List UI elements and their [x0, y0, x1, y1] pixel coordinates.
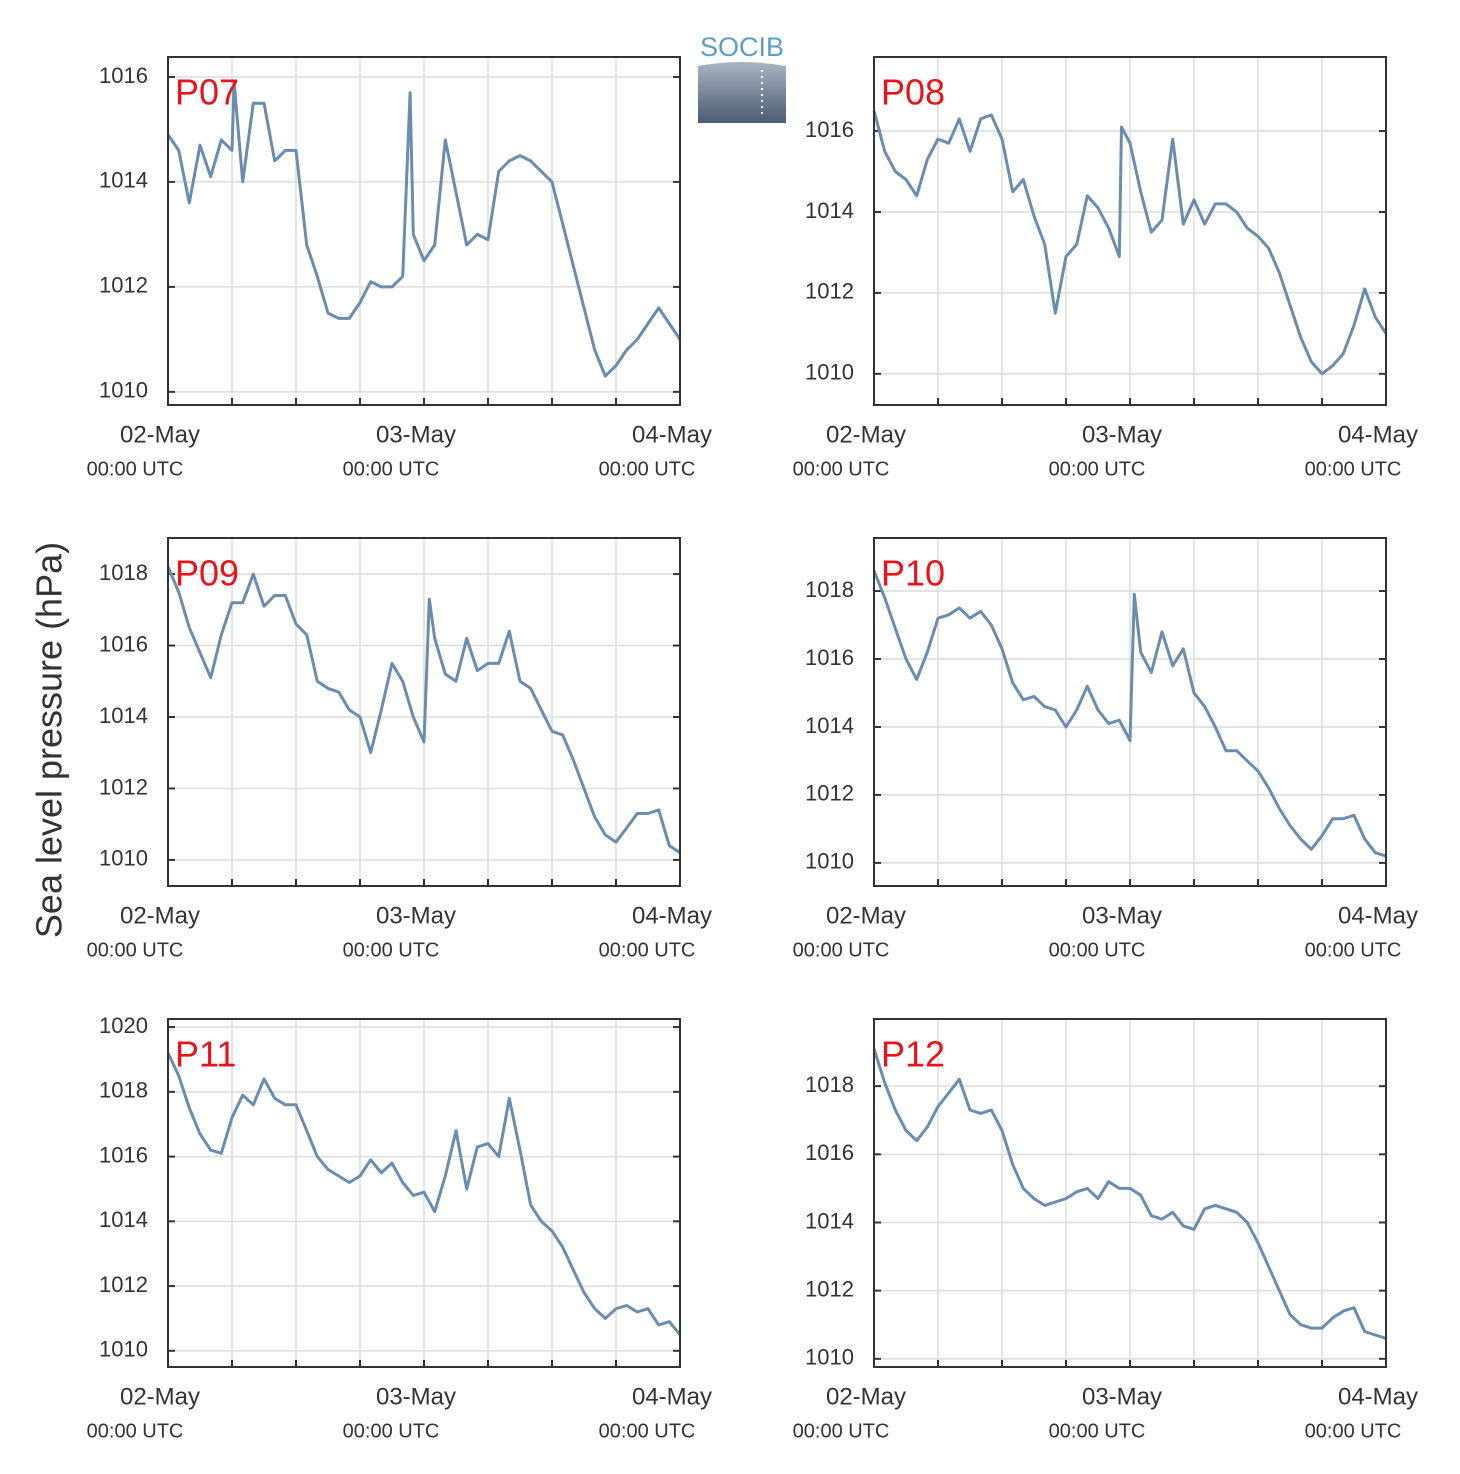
plot-frame [167, 56, 681, 406]
x-tick-label: 03-May [376, 902, 456, 929]
data-line [872, 1048, 1387, 1340]
y-tick-label: 1014 [99, 168, 148, 193]
panel-title: P08 [881, 72, 945, 113]
x-tick-label: 03-May [1082, 1383, 1162, 1410]
x-tick-sublabel: 00:00 UTC [343, 458, 440, 480]
x-tick-label: 04-May [632, 1383, 712, 1410]
y-tick-label: 1010 [805, 1345, 854, 1370]
x-tick-label: 04-May [632, 902, 712, 929]
plot-frame [167, 537, 681, 887]
data-line [872, 110, 1388, 376]
x-tick-sublabel: 00:00 UTC [1049, 939, 1146, 961]
y-axis-label: Sea level pressure (hPa) [29, 542, 70, 938]
y-tick-label: 1010 [99, 846, 148, 871]
x-tick-label: 02-May [826, 902, 906, 929]
y-tick-label: 1014 [805, 713, 854, 738]
plot-frame [873, 1018, 1387, 1368]
y-tick-label: 1016 [99, 1142, 148, 1167]
x-tick-label: 03-May [376, 1383, 456, 1410]
y-tick-label: 1018 [99, 560, 148, 585]
y-tick-label: 1010 [99, 1337, 148, 1362]
y-tick-label: 1018 [805, 1072, 854, 1097]
y-tick-label: 1012 [805, 279, 854, 304]
x-tick-label: 02-May [826, 1383, 906, 1410]
x-tick-label: 04-May [1338, 902, 1418, 929]
x-tick-label: 03-May [376, 421, 456, 448]
x-tick-sublabel: 00:00 UTC [793, 1420, 890, 1442]
y-tick-label: 1010 [805, 849, 854, 874]
panel-title: P07 [175, 72, 239, 113]
x-tick-sublabel: 00:00 UTC [599, 458, 696, 480]
x-tick-label: 04-May [1338, 1383, 1418, 1410]
x-tick-label: 02-May [120, 1383, 200, 1410]
panel-title: P11 [175, 1034, 236, 1075]
data-line [872, 570, 1387, 858]
y-tick-label: 1010 [805, 360, 854, 385]
plot-frame [873, 537, 1387, 887]
y-tick-label: 1012 [99, 1272, 148, 1297]
panel-title: P09 [175, 553, 239, 594]
x-tick-label: 03-May [1082, 902, 1162, 929]
x-tick-sublabel: 00:00 UTC [1049, 458, 1146, 480]
x-tick-sublabel: 00:00 UTC [793, 458, 890, 480]
y-tick-label: 1016 [805, 1140, 854, 1165]
y-tick-label: 1014 [805, 198, 854, 223]
x-tick-label: 04-May [632, 421, 712, 448]
x-tick-sublabel: 00:00 UTC [343, 1420, 440, 1442]
y-tick-label: 1016 [99, 631, 148, 656]
y-tick-label: 1016 [805, 117, 854, 142]
y-tick-label: 1012 [99, 273, 148, 298]
x-tick-sublabel: 00:00 UTC [343, 939, 440, 961]
x-tick-sublabel: 00:00 UTC [1305, 1420, 1402, 1442]
x-tick-sublabel: 00:00 UTC [1305, 458, 1402, 480]
x-tick-label: 02-May [120, 421, 200, 448]
y-tick-label: 1014 [99, 1207, 148, 1232]
y-tick-label: 1014 [805, 1208, 854, 1233]
data-line [166, 80, 682, 378]
x-tick-label: 02-May [120, 902, 200, 929]
x-tick-sublabel: 00:00 UTC [87, 458, 184, 480]
x-tick-label: 02-May [826, 421, 906, 448]
x-tick-sublabel: 00:00 UTC [599, 1420, 696, 1442]
panel-title: P12 [881, 1034, 945, 1075]
x-tick-sublabel: 00:00 UTC [793, 939, 890, 961]
y-tick-label: 1014 [99, 703, 148, 728]
x-tick-sublabel: 00:00 UTC [1305, 939, 1402, 961]
y-tick-label: 1010 [99, 378, 148, 403]
x-tick-sublabel: 00:00 UTC [599, 939, 696, 961]
y-tick-label: 1020 [99, 1013, 148, 1038]
y-tick-label: 1018 [99, 1078, 148, 1103]
x-tick-sublabel: 00:00 UTC [87, 1420, 184, 1442]
logo-mark [698, 62, 786, 123]
y-tick-label: 1012 [805, 1276, 854, 1301]
x-tick-label: 04-May [1338, 421, 1418, 448]
panel-title: P10 [881, 553, 945, 594]
plot-frame [167, 1018, 681, 1368]
x-tick-label: 03-May [1082, 421, 1162, 448]
data-line [166, 566, 681, 855]
y-tick-label: 1016 [805, 645, 854, 670]
logo-text: SOCIB [700, 32, 784, 62]
y-tick-label: 1012 [99, 774, 148, 799]
plot-frame [873, 56, 1387, 406]
x-tick-sublabel: 00:00 UTC [87, 939, 184, 961]
x-tick-sublabel: 00:00 UTC [1049, 1420, 1146, 1442]
y-tick-label: 1018 [805, 577, 854, 602]
y-tick-label: 1016 [99, 63, 148, 88]
data-line [166, 1052, 682, 1336]
y-tick-label: 1012 [805, 781, 854, 806]
